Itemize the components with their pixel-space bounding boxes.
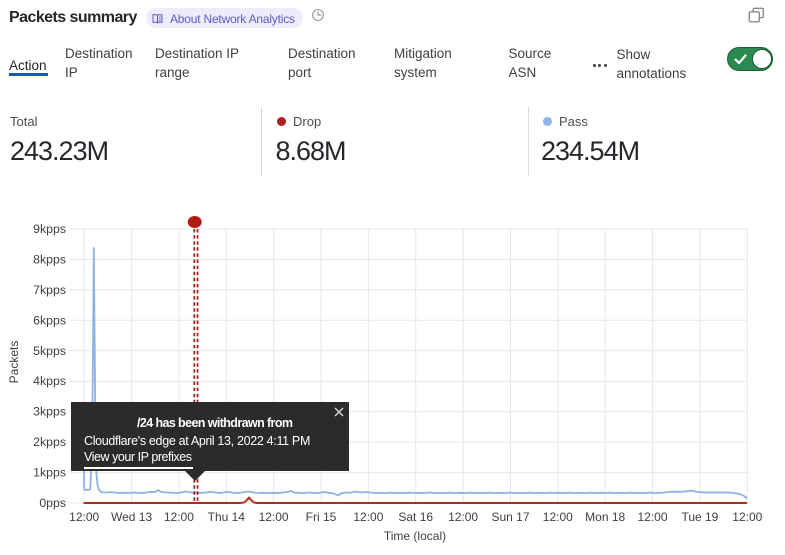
svg-text:0pps: 0pps xyxy=(39,496,66,510)
svg-text:Packets: Packets xyxy=(7,341,21,384)
svg-text:4kpps: 4kpps xyxy=(33,374,66,388)
svg-text:5kpps: 5kpps xyxy=(33,344,66,358)
svg-text:8kpps: 8kpps xyxy=(33,252,66,266)
svg-text:3kpps: 3kpps xyxy=(33,405,66,419)
svg-text:12:00: 12:00 xyxy=(637,510,667,524)
svg-text:Time (local): Time (local) xyxy=(384,529,446,543)
svg-text:Fri 15: Fri 15 xyxy=(306,510,337,524)
svg-text:2kpps: 2kpps xyxy=(33,435,66,449)
svg-text:12:00: 12:00 xyxy=(732,510,762,524)
svg-text:12:00: 12:00 xyxy=(448,510,478,524)
svg-text:9kpps: 9kpps xyxy=(33,222,66,236)
svg-text:12:00: 12:00 xyxy=(353,510,383,524)
svg-text:Sun 17: Sun 17 xyxy=(491,510,529,524)
svg-text:12:00: 12:00 xyxy=(164,510,194,524)
svg-text:12:00: 12:00 xyxy=(543,510,573,524)
svg-text:Sat 16: Sat 16 xyxy=(398,510,433,524)
svg-text:7kpps: 7kpps xyxy=(33,283,66,297)
svg-text:Mon 18: Mon 18 xyxy=(585,510,625,524)
svg-text:6kpps: 6kpps xyxy=(33,313,66,327)
svg-text:1kpps: 1kpps xyxy=(33,466,66,480)
svg-text:Thu 14: Thu 14 xyxy=(208,510,246,524)
svg-text:Wed 13: Wed 13 xyxy=(111,510,152,524)
svg-text:12:00: 12:00 xyxy=(69,510,99,524)
svg-text:Tue 19: Tue 19 xyxy=(681,510,718,524)
svg-text:12:00: 12:00 xyxy=(259,510,289,524)
